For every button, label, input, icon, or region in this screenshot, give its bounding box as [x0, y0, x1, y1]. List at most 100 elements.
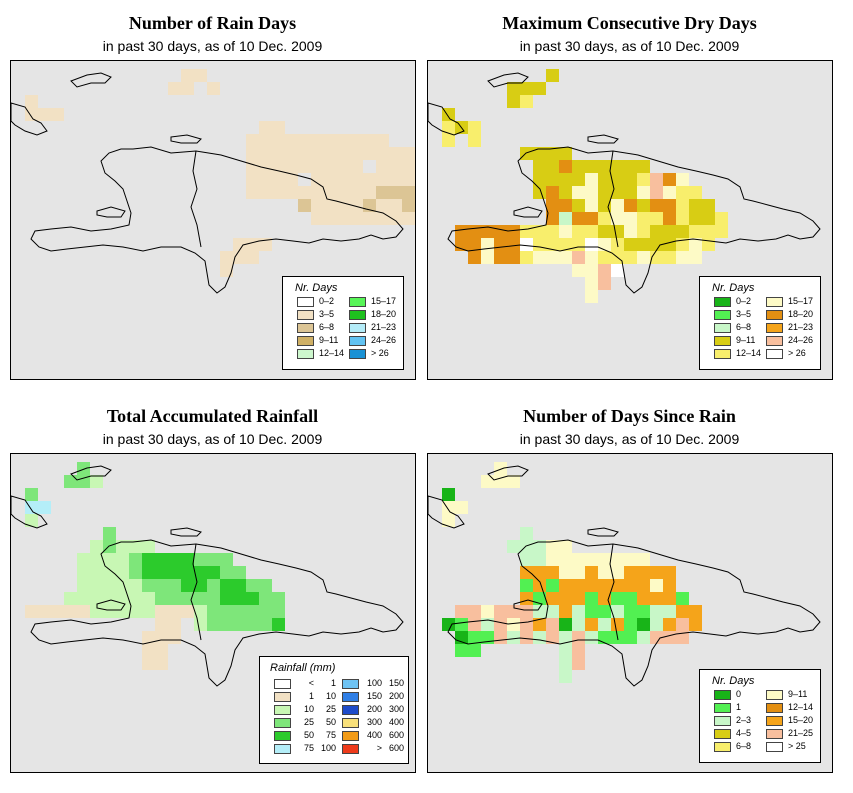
grid-cell	[702, 225, 715, 238]
legend-label: 100 150	[366, 678, 404, 688]
grid-cell	[181, 579, 194, 592]
grid-cell	[455, 225, 468, 238]
island-coastline	[447, 146, 821, 294]
grid-cell	[507, 95, 520, 108]
grid-cell	[520, 95, 533, 108]
grid-cell	[598, 173, 611, 186]
legend-swatch	[714, 690, 731, 700]
grid-cell	[103, 540, 116, 553]
legend-swatch	[297, 323, 314, 333]
grid-cell	[246, 173, 259, 186]
grid-cell	[77, 566, 90, 579]
rainfall-map: Rainfall (mm) <1 1 10 10 25 25 50 50 75 75 100 100 1…	[10, 453, 416, 773]
island-coastline	[30, 146, 404, 294]
grid-cell	[64, 592, 77, 605]
legend-label: <1	[308, 678, 336, 688]
grid-cell	[298, 186, 311, 199]
legend-label: 0–2	[736, 296, 752, 306]
grid-cell	[533, 251, 546, 264]
grid-cell	[533, 631, 546, 644]
grid-cell	[637, 238, 650, 251]
grid-cell	[598, 605, 611, 618]
grid-cell	[637, 251, 650, 264]
grid-cell	[311, 199, 324, 212]
grid-cell	[25, 95, 38, 108]
grid-cell	[220, 605, 233, 618]
grid-cell	[611, 160, 624, 173]
grid-cell	[311, 147, 324, 160]
grid-cell	[181, 592, 194, 605]
grid-cell	[207, 618, 220, 631]
grid-cell	[585, 277, 598, 290]
legend-swatch	[342, 692, 359, 702]
grid-cell	[533, 173, 546, 186]
grid-cell	[676, 251, 689, 264]
grid-cell	[442, 121, 455, 134]
grid-cell	[142, 631, 155, 644]
grid-cell	[559, 251, 572, 264]
grid-cell	[546, 69, 559, 82]
legend-label: 4–5	[736, 728, 752, 738]
grid-cell	[715, 212, 728, 225]
grid-cell	[129, 566, 142, 579]
legend-title: Nr. Days	[712, 282, 755, 294]
grid-cell	[142, 605, 155, 618]
grid-cell	[103, 566, 116, 579]
grid-cell	[572, 173, 585, 186]
legend-label: 9–11	[736, 335, 756, 345]
grid-cell	[611, 212, 624, 225]
grid-cell	[181, 553, 194, 566]
legend-swatch	[274, 692, 291, 702]
grid-cell	[142, 566, 155, 579]
grid-cell	[520, 592, 533, 605]
grid-cell	[585, 173, 598, 186]
legend-label: 1	[736, 702, 742, 712]
grid-cell	[468, 605, 481, 618]
grid-cell	[90, 553, 103, 566]
grid-cell	[246, 605, 259, 618]
grid-cell	[546, 592, 559, 605]
grid-cell	[272, 186, 285, 199]
grid-cell	[624, 238, 637, 251]
grid-cell	[455, 605, 468, 618]
grid-cell	[598, 553, 611, 566]
grid-cell	[246, 251, 259, 264]
grid-cell	[559, 540, 572, 553]
grid-cell	[520, 579, 533, 592]
grid-cell	[402, 186, 415, 199]
grid-cell	[624, 251, 637, 264]
grid-cell	[533, 566, 546, 579]
grid-cell	[246, 618, 259, 631]
grid-cell	[233, 579, 246, 592]
grid-cell	[259, 238, 272, 251]
grid-cell	[298, 160, 311, 173]
grid-cell	[116, 605, 129, 618]
grid-cell	[533, 147, 546, 160]
grid-cell	[246, 186, 259, 199]
grid-cell	[650, 199, 663, 212]
coastline-segment	[487, 465, 529, 481]
legend-label: 15–20	[788, 715, 814, 725]
grid-cell	[507, 540, 520, 553]
grid-cell	[689, 251, 702, 264]
grid-cell	[520, 566, 533, 579]
grid-cell	[572, 566, 585, 579]
legend-label: 75 100	[303, 743, 336, 753]
grid-cell	[337, 134, 350, 147]
grid-cell	[246, 134, 259, 147]
grid-cell	[350, 134, 363, 147]
grid-cell	[520, 147, 533, 160]
grid-cell	[585, 251, 598, 264]
coastline-segment	[513, 206, 543, 218]
grid-cell	[689, 238, 702, 251]
grid-cell	[637, 553, 650, 566]
grid-cell	[585, 160, 598, 173]
legend-label: 12–14	[788, 702, 814, 712]
grid-cell	[442, 514, 455, 527]
grid-cell	[585, 290, 598, 303]
grid-cell	[650, 212, 663, 225]
legend-label: 400 600	[366, 730, 404, 740]
grid-cell	[676, 212, 689, 225]
grid-cell	[572, 225, 585, 238]
grid-cell	[246, 592, 259, 605]
